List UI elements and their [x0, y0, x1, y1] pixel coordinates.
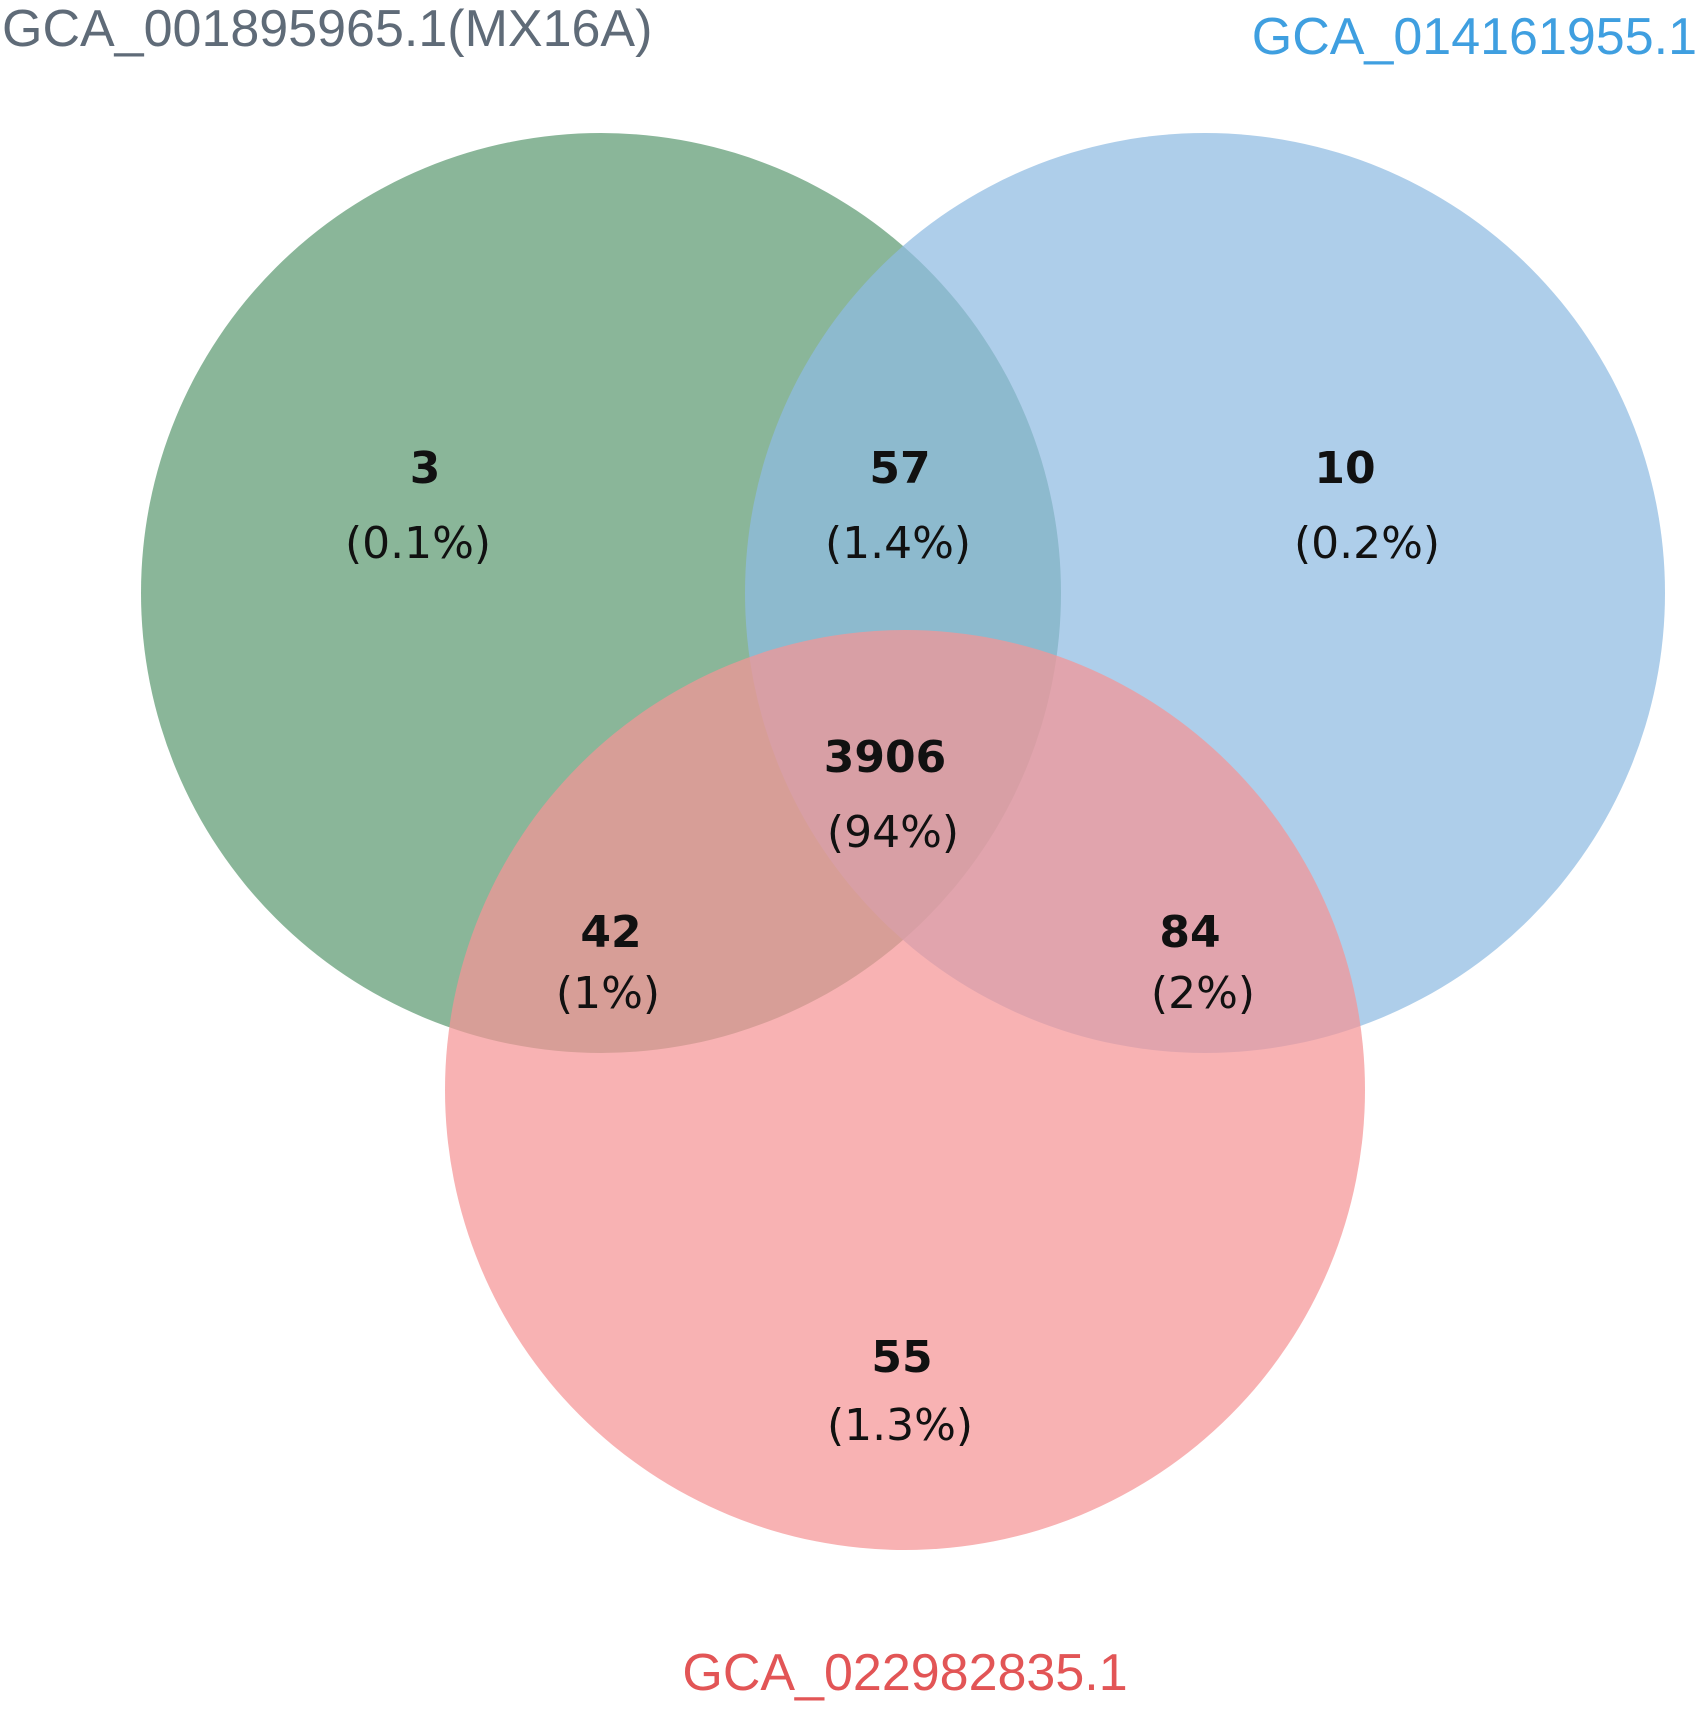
region-count: 42 [580, 907, 641, 958]
region-percent: (1%) [556, 968, 660, 1019]
region-abc: 3906 (94%) [824, 732, 959, 858]
region-percent: (2%) [1151, 968, 1255, 1019]
set-label-a: GCA_001895965.1(MX16A) [2, 0, 652, 58]
region-count: 55 [871, 1332, 932, 1383]
region-b-only: 10 (0.2%) [1294, 443, 1440, 569]
region-percent: (0.2%) [1294, 518, 1440, 569]
set-label-c: GCA_022982835.1 [682, 1644, 1127, 1702]
set-label-b: GCA_014161955.1 [1252, 8, 1697, 66]
region-count: 10 [1314, 443, 1375, 494]
region-percent: (94%) [827, 807, 959, 858]
region-a-only: 3 (0.1%) [345, 443, 491, 569]
region-count: 3906 [824, 732, 946, 783]
region-ab: 57 (1.4%) [825, 443, 971, 569]
circle-set-c [445, 630, 1365, 1550]
region-percent: (1.3%) [827, 1400, 973, 1451]
region-count: 84 [1159, 907, 1220, 958]
region-c-only: 55 (1.3%) [827, 1332, 973, 1451]
region-bc: 84 (2%) [1151, 907, 1255, 1019]
region-count: 3 [410, 443, 441, 494]
region-count: 57 [869, 443, 930, 494]
region-percent: (0.1%) [345, 518, 491, 569]
region-ac: 42 (1%) [556, 907, 660, 1019]
region-percent: (1.4%) [825, 518, 971, 569]
